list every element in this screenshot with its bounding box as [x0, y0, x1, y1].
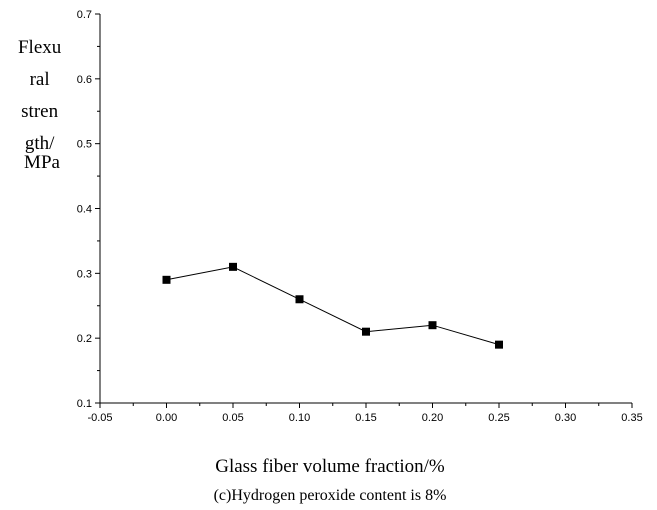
data-point — [362, 327, 370, 336]
x-tick-label: 0.10 — [289, 412, 310, 424]
y-tick-label: 0.6 — [77, 74, 92, 86]
y-axis-label-line-1: Flexu — [18, 37, 62, 58]
x-tick-label: 0.35 — [621, 412, 642, 424]
y-axis-label-line-5: MPa — [24, 152, 60, 173]
y-axis-label: Flexu ral stren gth/ MPa — [18, 37, 66, 173]
y-axis-label-line-2: ral — [30, 69, 50, 90]
x-axis-label: Glass fiber volume fraction/% — [215, 456, 445, 477]
data-point — [162, 275, 171, 284]
y-axis-label-line-4: gth/ — [25, 133, 55, 154]
y-tick-label: 0.4 — [77, 204, 92, 216]
x-tick-label: 0.30 — [555, 412, 576, 424]
figure-caption: (c)Hydrogen peroxide content is 8% — [214, 487, 447, 504]
y-axis-label-line-3: stren — [21, 101, 58, 122]
data-point — [428, 321, 437, 330]
x-tick-label: 0.25 — [488, 412, 509, 424]
y-tick-label: 0.7 — [77, 9, 92, 21]
data-point — [295, 295, 304, 304]
series-layer — [162, 262, 503, 349]
x-tick-label: 0.00 — [156, 412, 177, 424]
y-tick-label: 0.3 — [77, 268, 92, 280]
y-tick-label: 0.5 — [77, 139, 92, 151]
data-point — [229, 262, 237, 271]
series-line — [166, 266, 500, 346]
y-axis-ticks: 0.1 0.2 0.3 0.4 0.5 0.6 0.7 — [77, 9, 100, 410]
x-tick-label: 0.15 — [355, 412, 376, 424]
x-tick-label: -0.05 — [87, 412, 112, 424]
y-tick-label: 0.2 — [77, 333, 92, 345]
x-tick-label: 0.20 — [422, 412, 443, 424]
x-tick-label: 0.05 — [222, 412, 243, 424]
y-tick-label: 0.1 — [77, 398, 92, 410]
data-point — [495, 340, 503, 349]
x-axis-ticks: -0.05 0.00 0.05 0.10 0.15 0.20 0.25 0.30 0.35 — [87, 403, 643, 424]
